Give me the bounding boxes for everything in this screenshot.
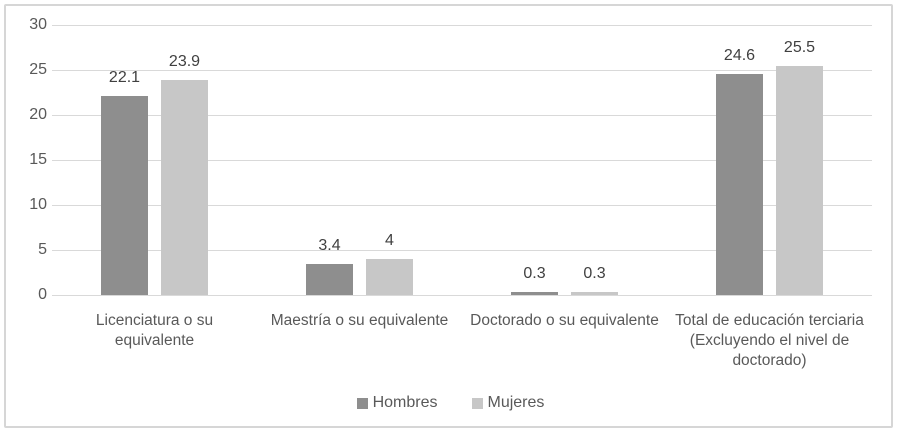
y-tick-label: 10 [29, 196, 47, 213]
bar-hombres [306, 264, 353, 295]
value-label: 23.9 [168, 52, 201, 70]
legend-swatch-mujeres [471, 397, 483, 409]
gridline [52, 25, 872, 26]
value-label: 0.3 [583, 265, 606, 283]
gridline [52, 205, 872, 206]
gridline [52, 160, 872, 161]
legend-item-hombres: Hombres [356, 394, 438, 411]
y-tick-label: 25 [29, 61, 47, 78]
bar-mujeres [161, 79, 208, 295]
y-tick-label: 30 [29, 16, 47, 33]
bar-mujeres [571, 292, 618, 295]
bar-hombres [511, 292, 558, 295]
category-label: Maestría o su equivalente [270, 312, 449, 329]
category-label: Licenciatura o su equivalente [95, 312, 214, 349]
category-label: Total de educación terciaria (Excluyendo… [675, 312, 864, 369]
gridline [52, 115, 872, 116]
y-tick-label: 20 [29, 106, 47, 123]
value-label: 3.4 [318, 237, 341, 255]
y-tick-label: 15 [29, 151, 47, 168]
gridline [52, 295, 872, 296]
gridline [52, 70, 872, 71]
bar-hombres [716, 73, 763, 295]
bar-mujeres [366, 259, 413, 295]
value-label: 25.5 [783, 38, 816, 56]
legend: Hombres Mujeres [0, 391, 901, 415]
gridline [52, 250, 872, 251]
bar-hombres [101, 96, 148, 295]
value-label: 4 [385, 232, 394, 249]
bar-mujeres [776, 65, 823, 295]
legend-item-mujeres: Mujeres [471, 394, 545, 411]
legend-label: Hombres [372, 394, 438, 411]
y-tick-label: 5 [38, 241, 47, 258]
value-label: 0.3 [523, 265, 546, 283]
value-label: 22.1 [108, 69, 141, 87]
value-label: 24.6 [723, 46, 756, 64]
legend-label: Mujeres [487, 394, 545, 411]
category-label: Doctorado o su equivalente [470, 312, 659, 329]
legend-swatch-hombres [356, 397, 368, 409]
y-tick-label: 0 [38, 286, 47, 303]
